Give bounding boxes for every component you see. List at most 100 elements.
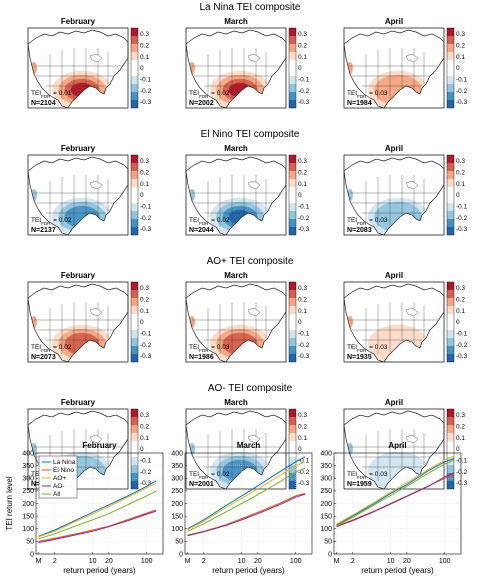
y-tick-label: 400 bbox=[320, 450, 332, 457]
colorbar-tick-label: -0.1 bbox=[140, 458, 152, 465]
colorbar-segment bbox=[289, 211, 296, 219]
colorbar-tick-label: -0.2 bbox=[140, 88, 152, 95]
tei-text: TEI bbox=[189, 90, 199, 97]
tei-text: TEI bbox=[189, 217, 199, 224]
colorbar-segment bbox=[131, 187, 138, 195]
colorbar-segment bbox=[447, 457, 454, 465]
x-tick-label: 2 bbox=[202, 558, 206, 565]
colorbar-segment bbox=[289, 163, 296, 171]
colorbar-segment bbox=[447, 322, 454, 330]
colorbar-segment bbox=[447, 84, 454, 92]
colorbar-segment bbox=[447, 306, 454, 314]
x-tick-label: 100 bbox=[439, 558, 451, 565]
colorbar-segment bbox=[131, 76, 138, 84]
colorbar-tick-label: -0.2 bbox=[298, 88, 310, 95]
colorbar-tick-label: 0.1 bbox=[298, 308, 307, 315]
coastline bbox=[185, 410, 287, 490]
colorbar-segment bbox=[289, 52, 296, 60]
composite-title: La Nina TEI composite bbox=[200, 2, 301, 13]
series-line-ao- bbox=[38, 510, 157, 544]
fdr-value: = 0.03 bbox=[209, 344, 229, 351]
fdr-value: = 0.03 bbox=[367, 471, 387, 478]
colorbar-tick-label: 0.3 bbox=[140, 285, 149, 292]
colorbar-tick-label: -0.3 bbox=[140, 99, 152, 106]
colorbar-tick-label: -0.1 bbox=[456, 458, 468, 465]
colorbar-tick-label: 0.1 bbox=[298, 181, 307, 188]
colorbar-segment bbox=[289, 60, 296, 68]
sample-size-label: N=1984 bbox=[347, 100, 372, 107]
panel-month-title: April bbox=[385, 271, 403, 280]
colorbar-segment bbox=[447, 354, 454, 362]
y-tick-label: 50 bbox=[175, 539, 183, 546]
great-lakes bbox=[405, 434, 419, 444]
colorbar-segment bbox=[289, 187, 296, 195]
x-tick-label: M bbox=[334, 558, 340, 565]
series-line-el-nino bbox=[187, 492, 306, 536]
colorbar-tick-label: 0 bbox=[140, 446, 144, 453]
colorbar-segment bbox=[447, 481, 454, 489]
colorbar-tick-label: 0.3 bbox=[456, 285, 465, 292]
colorbar-segment bbox=[447, 163, 454, 171]
great-lakes bbox=[247, 180, 261, 190]
colorbar-segment bbox=[447, 211, 454, 219]
great-lakes bbox=[89, 180, 103, 190]
colorbar-tick-label: 0 bbox=[456, 65, 460, 72]
colorbar-segment bbox=[447, 179, 454, 187]
y-tick-label: 100 bbox=[320, 526, 332, 533]
colorbar-segment bbox=[447, 60, 454, 68]
colorbar-segment bbox=[289, 306, 296, 314]
y-tick-label: 0 bbox=[179, 551, 183, 558]
tei-text: TEI bbox=[31, 217, 41, 224]
colorbar-tick-label: 0 bbox=[298, 192, 302, 199]
sample-size-label: N=2104 bbox=[31, 100, 56, 107]
colorbar-segment bbox=[289, 354, 296, 362]
fdr-value: = 0.03 bbox=[367, 90, 387, 97]
colorbar-segment bbox=[131, 306, 138, 314]
colorbar-tick-label: 0.3 bbox=[456, 158, 465, 165]
fdr-subscript: FDR bbox=[41, 348, 51, 353]
colorbar-segment bbox=[131, 60, 138, 68]
colorbar-frame bbox=[288, 281, 297, 363]
great-lakes bbox=[89, 434, 103, 444]
colorbar-tick-label: 0.3 bbox=[456, 412, 465, 419]
colorbar-tick-label: -0.1 bbox=[298, 458, 310, 465]
colorbar-segment bbox=[447, 330, 454, 338]
legend-box bbox=[38, 455, 78, 499]
colorbar-tick-label: -0.2 bbox=[456, 342, 468, 349]
colorbar-segment bbox=[289, 433, 296, 441]
series-line-la-nina bbox=[336, 458, 455, 526]
x-axis-label: return period (years) bbox=[212, 566, 285, 575]
fdr-subscript: FDR bbox=[199, 475, 209, 480]
colorbar-segment bbox=[131, 481, 138, 489]
colorbar-tick-label: 0 bbox=[298, 446, 302, 453]
colorbar-segment bbox=[131, 465, 138, 473]
colorbar-segment bbox=[447, 203, 454, 211]
y-tick-label: 100 bbox=[171, 526, 183, 533]
series-line-all bbox=[38, 490, 157, 540]
composite-title: El Nino TEI composite bbox=[201, 129, 300, 140]
colorbar-frame bbox=[446, 27, 455, 109]
fdr-subscript: FDR bbox=[41, 221, 51, 226]
colorbar-segment bbox=[447, 44, 454, 52]
colorbar-segment bbox=[289, 465, 296, 473]
colorbar-segment bbox=[289, 84, 296, 92]
colorbar-segment bbox=[289, 346, 296, 354]
colorbar-frame bbox=[446, 281, 455, 363]
colorbar-segment bbox=[131, 441, 138, 449]
colorbar-segment bbox=[131, 84, 138, 92]
colorbar-tick-label: 0 bbox=[298, 65, 302, 72]
great-lakes bbox=[405, 180, 419, 190]
fdr-value: = 0.02 bbox=[209, 471, 229, 478]
panel-month-title: February bbox=[61, 17, 96, 26]
tei-fdr-label: TEIFDR = 0.03 bbox=[189, 344, 230, 353]
great-lakes bbox=[405, 307, 419, 317]
colorbar-tick-label: 0 bbox=[140, 65, 144, 72]
colorbar-tick-label: -0.2 bbox=[298, 342, 310, 349]
colorbar-frame bbox=[446, 154, 455, 236]
colorbar-segment bbox=[289, 457, 296, 465]
plot-title: March bbox=[237, 441, 261, 450]
